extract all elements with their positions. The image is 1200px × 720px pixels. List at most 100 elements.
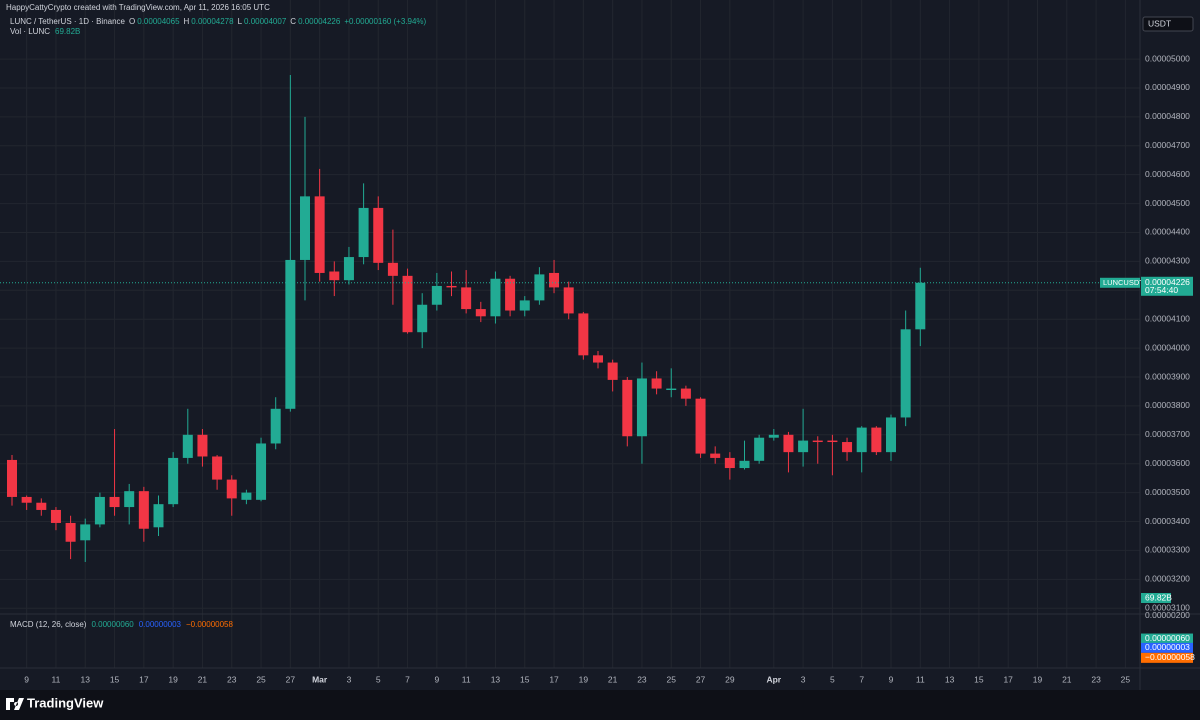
legend-ohlc: LUNC / TetherUS · 1D · Binance O 0.0000406… xyxy=(10,17,427,26)
x-tick-label: 13 xyxy=(491,674,501,684)
y-tick-label: 0.00005000 xyxy=(1145,53,1190,63)
x-tick-label: 23 xyxy=(227,674,237,684)
candle-body xyxy=(7,459,17,497)
x-tick-label: 23 xyxy=(1091,674,1101,684)
candle-body xyxy=(212,456,223,480)
candle-body xyxy=(651,378,662,389)
l-value: 0.00004007 xyxy=(244,17,287,26)
candle-body xyxy=(241,492,252,500)
candle-body xyxy=(197,434,208,457)
legend-volume: Vol · LUNC 69.82B xyxy=(10,27,80,36)
x-tick-label: 13 xyxy=(81,674,91,684)
candle-body xyxy=(622,379,633,437)
candle-body xyxy=(256,443,267,500)
candle-body xyxy=(871,427,882,453)
y-tick-label: 0.00003800 xyxy=(1145,400,1190,410)
y-tick-label: 0.00003100 xyxy=(1145,602,1190,612)
l-label: L xyxy=(238,17,243,26)
x-tick-label: 25 xyxy=(667,674,677,684)
candle-body xyxy=(153,504,164,528)
candle-body xyxy=(768,434,779,438)
x-tick-label: 21 xyxy=(1062,674,1072,684)
y-tick-label: 0.00003400 xyxy=(1145,516,1190,526)
x-tick-label: 17 xyxy=(1003,674,1013,684)
candle-body xyxy=(168,457,179,505)
currency-button[interactable] xyxy=(1142,16,1194,32)
volume-value: 69.82B xyxy=(55,27,80,36)
candle-body xyxy=(182,434,193,458)
x-tick-label: 3 xyxy=(801,674,806,684)
candle-body xyxy=(505,278,516,311)
macd-tag: 0.00000003 xyxy=(1145,642,1190,652)
candle-body xyxy=(314,196,325,273)
candle-body xyxy=(270,408,281,444)
candle-body xyxy=(490,278,501,317)
y-tick-label: 0.00003600 xyxy=(1145,458,1190,468)
x-tick-label: 15 xyxy=(520,674,530,684)
macd-tag: 0.00000060 xyxy=(1145,633,1190,643)
macd-tag: −0.00000058 xyxy=(1145,652,1195,662)
signal-value: 0.00000003 xyxy=(139,620,182,629)
candle-body xyxy=(446,285,457,288)
candle-body xyxy=(461,287,472,310)
x-tick-label: 7 xyxy=(859,674,864,684)
candle-body xyxy=(373,207,384,263)
y-tick-label: 0.00004800 xyxy=(1145,111,1190,121)
macd-tag-bg xyxy=(1141,633,1193,644)
candle-body xyxy=(812,440,823,443)
currency-label[interactable]: USDT xyxy=(1148,18,1171,28)
candle-body xyxy=(226,479,237,499)
y-tick-label: 0.00004100 xyxy=(1145,313,1190,323)
candle-body xyxy=(900,329,911,418)
macd-tick-label: 0.00000200 xyxy=(1145,610,1190,620)
y-tick-label: 0.00004400 xyxy=(1145,227,1190,237)
candle-body xyxy=(798,440,809,453)
x-tick-label: 9 xyxy=(434,674,439,684)
macd-legend: MACD (12, 26, close) 0.00000060 0.00000003… xyxy=(10,620,233,629)
x-tick-label: 15 xyxy=(974,674,984,684)
candle-body xyxy=(519,300,530,311)
candle-body xyxy=(783,434,794,453)
candle-body xyxy=(417,304,428,333)
h-value: 0.00004278 xyxy=(191,17,234,26)
x-tick-label: 21 xyxy=(608,674,618,684)
candle-body xyxy=(138,491,149,529)
candle-body xyxy=(842,442,853,453)
candle-body xyxy=(21,496,32,503)
candle-body xyxy=(65,522,76,542)
volume-tag-bg xyxy=(1141,593,1171,603)
candle-body xyxy=(431,285,442,305)
candle-body xyxy=(80,524,91,541)
x-tick-label: 27 xyxy=(696,674,706,684)
candle-body xyxy=(358,207,369,258)
candle-body xyxy=(285,259,296,409)
candle-body xyxy=(549,272,560,288)
macd-tag-bg xyxy=(1141,652,1193,663)
candle-body xyxy=(856,427,867,453)
x-tick-label: 25 xyxy=(256,674,266,684)
c-label: C xyxy=(290,17,296,26)
grid xyxy=(0,0,1140,668)
x-tick-label: 11 xyxy=(52,674,61,684)
x-tick-label: 9 xyxy=(24,674,29,684)
symbol-tag: LUNCUSDT xyxy=(1103,278,1144,287)
y-tick-label: 0.00004300 xyxy=(1145,256,1190,266)
x-tick-label: 11 xyxy=(916,674,925,684)
x-tick-label: 27 xyxy=(286,674,296,684)
candle-body xyxy=(94,496,105,525)
x-tick-label: 19 xyxy=(1033,674,1043,684)
y-tick-label: 0.00003500 xyxy=(1145,487,1190,497)
candle-body xyxy=(343,257,354,281)
y-tick-label: 0.00003200 xyxy=(1145,574,1190,584)
candle-body xyxy=(915,282,926,330)
x-tick-label: 7 xyxy=(405,674,410,684)
y-tick-label: 0.00004700 xyxy=(1145,140,1190,150)
macd-tag-bg xyxy=(1141,642,1193,653)
x-tick-label: 19 xyxy=(168,674,178,684)
x-tick-label: 29 xyxy=(725,674,735,684)
candle-body xyxy=(109,496,120,508)
candle-body xyxy=(710,453,721,458)
x-tick-label: 25 xyxy=(1121,674,1131,684)
x-tick-label: 5 xyxy=(376,674,381,684)
